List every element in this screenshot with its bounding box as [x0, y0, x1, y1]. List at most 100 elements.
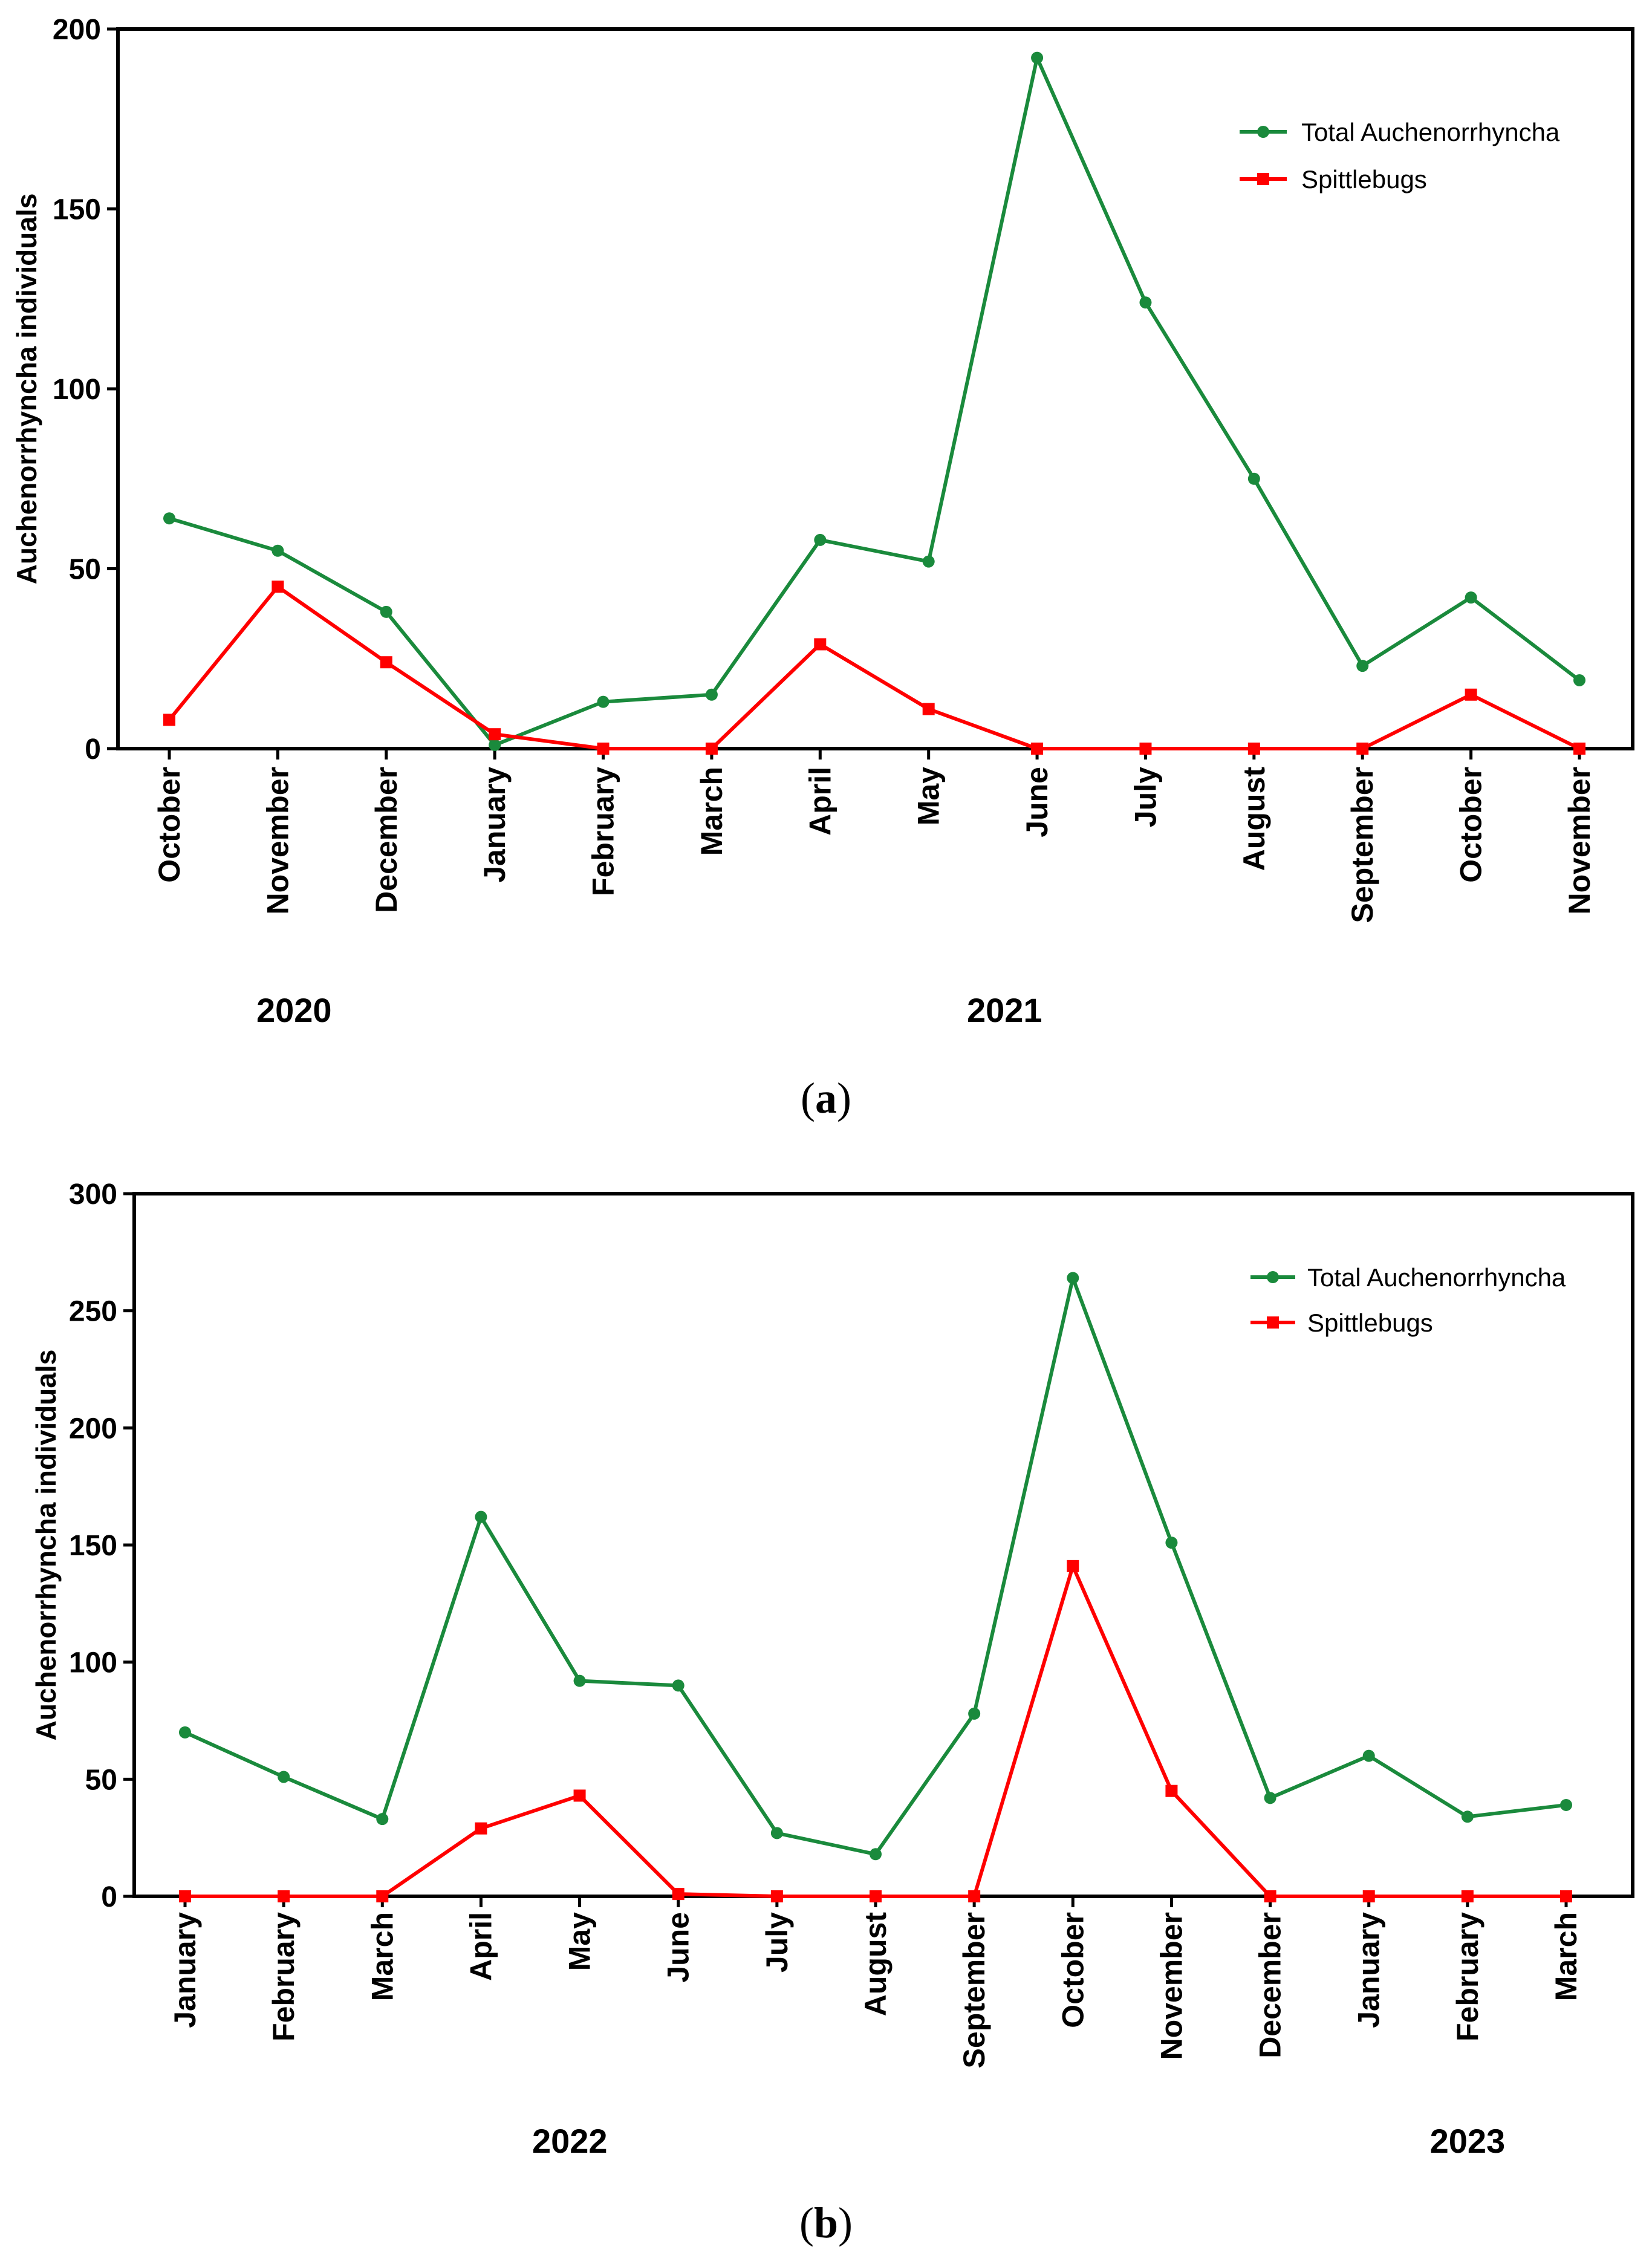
data-point [1465, 688, 1477, 701]
data-point [376, 1813, 389, 1826]
data-point [922, 555, 935, 568]
y-tick-label: 50 [85, 1764, 117, 1796]
data-point [922, 703, 935, 715]
data-point [573, 1674, 586, 1687]
data-point [1573, 743, 1585, 755]
data-point [489, 728, 501, 741]
x-tick-label: May [563, 1912, 597, 1971]
caption-a: (a) [801, 1074, 851, 1122]
y-tick-label: 50 [69, 554, 101, 586]
series-line [185, 1564, 1566, 1898]
x-tick-label: May [912, 767, 946, 825]
data-point [380, 656, 392, 669]
legend-marker [1257, 126, 1269, 138]
y-tick-label: 250 [69, 1296, 117, 1328]
data-point [705, 743, 718, 755]
y-axis-label: Auchenorrhyncha individuals [30, 1350, 62, 1741]
x-tick-label: December [369, 767, 403, 913]
legend-marker [1257, 173, 1269, 185]
data-point [1247, 743, 1260, 755]
data-point [814, 638, 827, 651]
x-tick-label: August [1237, 767, 1271, 871]
data-point [272, 581, 284, 593]
data-point [1067, 1560, 1079, 1572]
y-tick-label: 0 [85, 734, 101, 766]
data-point [870, 1848, 882, 1861]
x-tick-label: March [365, 1912, 399, 2001]
chart-panel-b: 0 50 100 150 200 250 300 Auchenorrhyncha indivi… [30, 1179, 1634, 2160]
legend-label: Spittlebugs [1301, 165, 1427, 194]
plot-frame [132, 1192, 1634, 1898]
x-tick-label: February [267, 1912, 301, 2041]
x-tick-label: June [662, 1912, 695, 1983]
data-point [278, 1771, 290, 1783]
data-point [179, 1890, 191, 1902]
x-tick-label: March [695, 767, 729, 856]
series-line [169, 56, 1581, 747]
data-point [376, 1890, 389, 1902]
series-line [167, 585, 1581, 750]
data-point [1465, 591, 1477, 604]
year-label: 2022 [532, 2122, 608, 2160]
data-point [597, 743, 610, 755]
data-point [1264, 1792, 1276, 1804]
y-tick-label: 200 [69, 1413, 117, 1445]
data-point [1165, 1537, 1178, 1549]
data-point [163, 714, 175, 726]
legend-marker [1267, 1316, 1279, 1329]
x-tick-label: February [1451, 1912, 1485, 2041]
chart-panel-a: 0 50 100 150 200 Auchenorrhyncha individuals O… [11, 14, 1634, 1029]
y-axis-label: Auchenorrhyncha individuals [11, 194, 42, 585]
x-tick-label: April [464, 1912, 498, 1981]
data-point [1362, 1890, 1375, 1902]
year-label: 2021 [967, 991, 1042, 1029]
x-tick-label: November [261, 767, 294, 915]
data-point [1031, 51, 1044, 64]
x-tick-label: January [478, 767, 512, 883]
x-tick-label: February [587, 767, 620, 896]
data-point [1461, 1810, 1474, 1823]
data-point [1573, 674, 1585, 686]
data-point [1165, 1784, 1178, 1797]
data-point [705, 688, 718, 701]
y-tick-label: 200 [53, 14, 101, 46]
legend-marker [1267, 1271, 1279, 1283]
data-point [573, 1789, 586, 1802]
data-point [380, 605, 392, 618]
data-point [163, 512, 175, 525]
data-point [1139, 296, 1152, 309]
caption-b: (b) [799, 2199, 853, 2247]
x-tick-label: September [1345, 767, 1379, 923]
data-point [278, 1890, 290, 1902]
x-tick-label: September [957, 1912, 991, 2068]
x-tick-label: January [1352, 1912, 1386, 2028]
data-point [1067, 1272, 1079, 1284]
data-point [1560, 1798, 1572, 1811]
data-point [1264, 1890, 1276, 1902]
data-point [1139, 743, 1152, 755]
y-tick-label: 0 [101, 1881, 117, 1913]
y-tick-label: 100 [69, 1647, 117, 1679]
data-point [1356, 743, 1369, 755]
y-tick-label: 150 [53, 194, 101, 226]
legend-label: Total Auchenorrhyncha [1307, 1263, 1566, 1292]
x-tick-label: August [859, 1912, 893, 2017]
data-point [1031, 743, 1044, 755]
x-tick-label: June [1020, 767, 1054, 838]
legend-label: Spittlebugs [1307, 1309, 1433, 1337]
year-label: 2020 [256, 991, 332, 1029]
data-point [272, 544, 284, 557]
data-point [770, 1890, 783, 1902]
x-tick-label: October [1454, 767, 1488, 883]
y-tick-label: 150 [69, 1530, 117, 1562]
data-point [179, 1726, 191, 1739]
x-tick-label: November [1563, 767, 1596, 915]
legend-label: Total Auchenorrhyncha [1301, 118, 1560, 146]
series-line [184, 1276, 1567, 1856]
data-point [870, 1890, 882, 1902]
year-label: 2023 [1430, 2122, 1506, 2160]
x-tick-label: July [1128, 767, 1162, 827]
data-point [968, 1890, 981, 1902]
data-point [968, 1707, 981, 1720]
